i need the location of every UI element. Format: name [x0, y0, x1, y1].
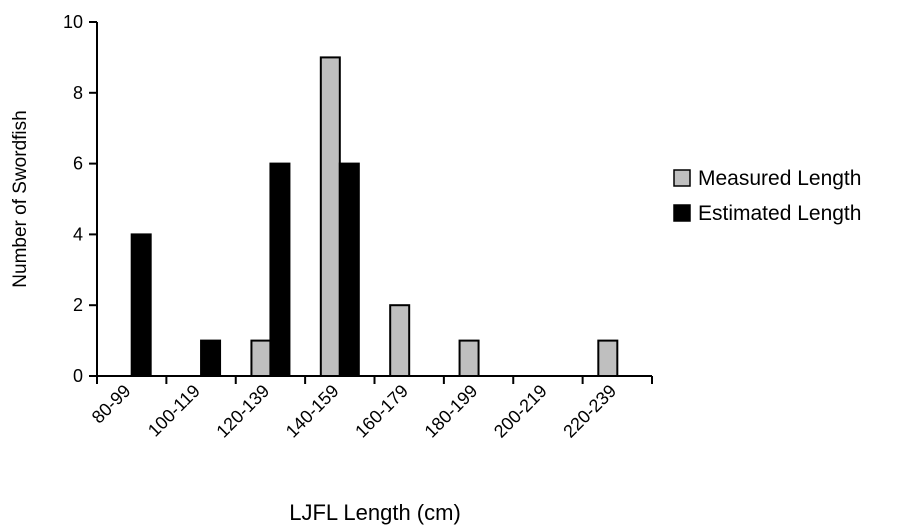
bar-estimated-80-99: [130, 233, 152, 377]
y-axis-label: Number of Swordfish: [10, 110, 31, 287]
bar-estimated-100-119: [200, 339, 222, 378]
x-tick-label: 80-99: [88, 381, 135, 428]
x-tick-label: 120-139: [212, 381, 273, 442]
bars-group: [130, 56, 619, 378]
x-tick-label: 100-119: [144, 381, 204, 441]
x-tick-label: 200-219: [490, 381, 551, 442]
bar-measured-160-179: [389, 304, 411, 378]
x-ticks-group: 80-99 100-119 120-139 140-159 160-179 180-199…: [88, 376, 653, 442]
x-tick-label: 140-159: [282, 381, 343, 442]
x-tick-label: 160-179: [351, 381, 412, 442]
legend-label-estimated: Estimated Length: [698, 202, 861, 225]
y-tick-label: 2: [73, 295, 83, 315]
bar-estimated-140-159: [338, 162, 360, 377]
x-tick-label: 220-239: [559, 381, 620, 442]
y-tick-label: 10: [63, 12, 83, 32]
bar-measured-140-159: [319, 56, 341, 378]
y-tick-label: 6: [73, 154, 83, 174]
bar-measured-120-139: [250, 339, 272, 378]
bar-estimated-120-139: [269, 162, 291, 377]
x-tick-label: 180-199: [421, 381, 482, 442]
legend-swatch-measured: [673, 169, 691, 187]
bar-measured-180-199: [458, 339, 480, 378]
y-tick-label: 8: [73, 83, 83, 103]
y-tick-label: 0: [73, 366, 83, 386]
y-ticks-group: 0 2 4 6 8 10: [63, 12, 97, 386]
legend: Measured Length Estimated Length: [673, 167, 861, 225]
x-axis-label: LJFL Length (cm): [289, 500, 461, 525]
legend-label-measured: Measured Length: [698, 167, 861, 190]
bar-measured-220-239: [597, 339, 619, 378]
y-tick-label: 4: [73, 224, 83, 244]
legend-swatch-estimated: [673, 204, 691, 222]
